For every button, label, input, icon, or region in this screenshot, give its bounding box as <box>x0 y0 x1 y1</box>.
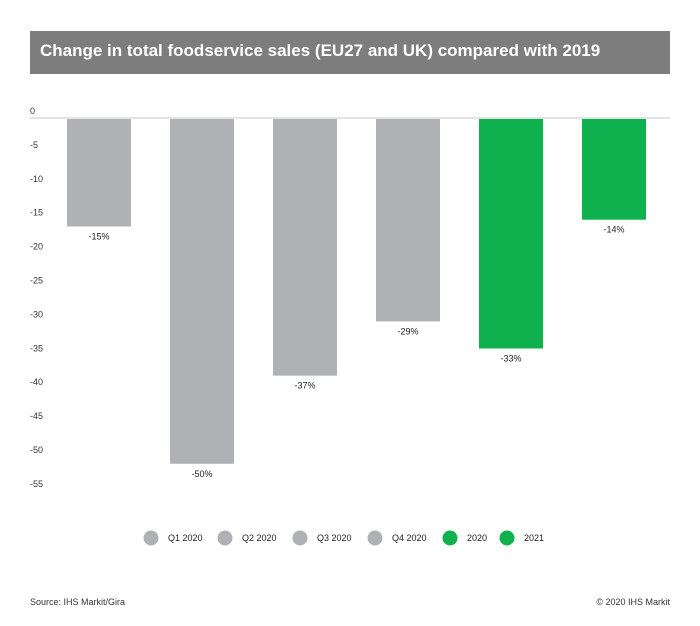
copyright-note: © 2020 IHS Markit <box>596 597 670 607</box>
y-tick-label: -15 <box>30 208 43 218</box>
chart-title-bar: Change in total foodservice sales (EU27 … <box>30 31 670 74</box>
legend-marker <box>442 530 458 546</box>
data-label: -15% <box>88 231 109 241</box>
bar <box>67 119 131 227</box>
y-tick-label: -45 <box>30 411 43 421</box>
data-label: -50% <box>191 469 212 479</box>
legend-label: Q4 2020 <box>392 533 427 543</box>
legend-label: Q1 2020 <box>168 533 203 543</box>
legend-marker <box>217 530 233 546</box>
bar <box>273 119 337 376</box>
y-tick-label: -10 <box>30 174 43 184</box>
bar <box>376 119 440 322</box>
y-tick-label: -25 <box>30 276 43 286</box>
legend-marker <box>367 530 383 546</box>
chart-title: Change in total foodservice sales (EU27 … <box>40 41 601 60</box>
bar <box>170 119 234 464</box>
legend-marker <box>499 530 515 546</box>
y-tick-label: -30 <box>30 309 43 319</box>
data-label: -37% <box>294 381 315 391</box>
legend-marker <box>143 530 159 546</box>
bar <box>479 119 543 349</box>
bar <box>582 119 646 220</box>
y-tick-label: -5 <box>30 140 38 150</box>
data-label: -29% <box>397 326 418 336</box>
data-label: -33% <box>500 354 521 364</box>
y-tick-label: -20 <box>30 242 43 252</box>
y-tick-label: 0 <box>30 106 35 116</box>
y-tick-label: -35 <box>30 343 43 353</box>
y-tick-label: -50 <box>30 445 43 455</box>
legend-label: 2020 <box>467 533 487 543</box>
legend-label: 2021 <box>524 533 544 543</box>
legend-label: Q3 2020 <box>317 533 352 543</box>
y-tick-label: -55 <box>30 479 43 489</box>
source-note: Source: IHS Markit/Gira <box>30 597 126 607</box>
y-tick-label: -40 <box>30 377 43 387</box>
data-label: -14% <box>603 225 624 235</box>
legend-marker <box>292 530 308 546</box>
legend-label: Q2 2020 <box>242 533 277 543</box>
